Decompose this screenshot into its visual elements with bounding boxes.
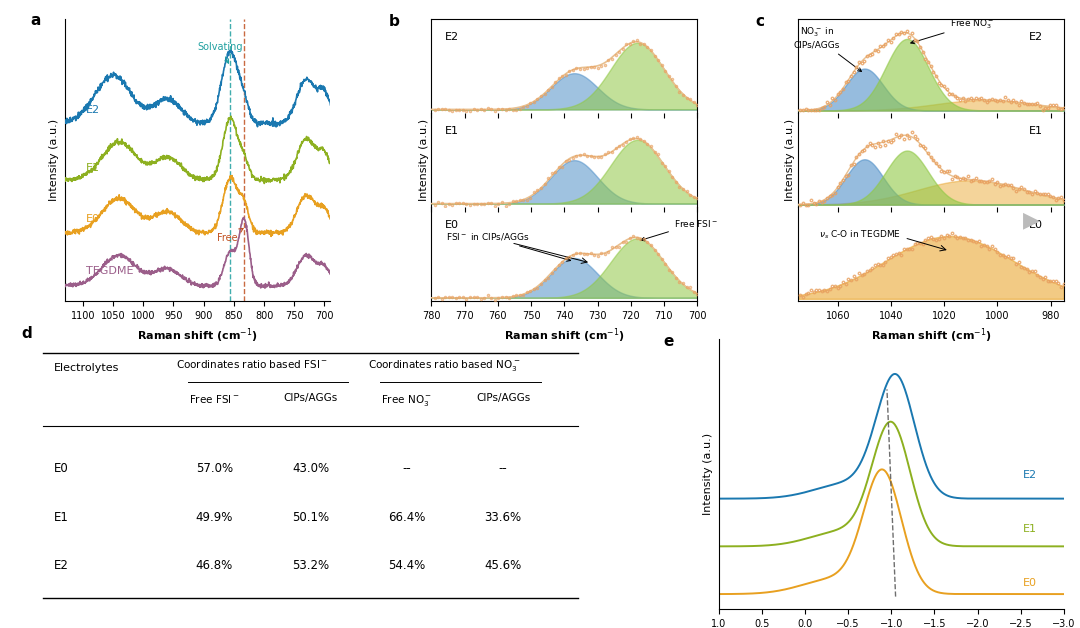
Text: c: c bbox=[756, 14, 765, 29]
Text: Free FSI$^-$: Free FSI$^-$ bbox=[642, 218, 718, 241]
Y-axis label: Intensity (a.u.): Intensity (a.u.) bbox=[419, 119, 429, 201]
Text: CIPs/AGGs: CIPs/AGGs bbox=[283, 393, 338, 403]
Y-axis label: Intensity (a.u.): Intensity (a.u.) bbox=[785, 119, 795, 201]
Text: E1: E1 bbox=[445, 126, 459, 136]
Text: 53.2%: 53.2% bbox=[292, 560, 329, 573]
Text: Free FSI$^-$: Free FSI$^-$ bbox=[189, 393, 240, 405]
Y-axis label: Intensity (a.u.): Intensity (a.u.) bbox=[703, 433, 713, 515]
Text: E1: E1 bbox=[1023, 524, 1037, 534]
Text: $\nu_s$ C-O in TEGDME: $\nu_s$ C-O in TEGDME bbox=[820, 229, 901, 241]
X-axis label: Raman shift (cm$^{-1}$): Raman shift (cm$^{-1}$) bbox=[137, 327, 258, 345]
Text: TEGDME: TEGDME bbox=[86, 266, 134, 276]
Text: 33.6%: 33.6% bbox=[485, 511, 522, 524]
Text: ▶: ▶ bbox=[1023, 210, 1040, 230]
Text: E2: E2 bbox=[54, 560, 69, 573]
Text: NO$_3^-$ in
CIPs/AGGs: NO$_3^-$ in CIPs/AGGs bbox=[794, 26, 862, 72]
Text: Free NO$_3^-$: Free NO$_3^-$ bbox=[910, 18, 994, 44]
Text: CIPs/AGGs: CIPs/AGGs bbox=[476, 393, 530, 403]
Text: E2: E2 bbox=[445, 31, 459, 41]
Text: 50.1%: 50.1% bbox=[292, 511, 329, 524]
Text: 54.4%: 54.4% bbox=[388, 560, 426, 573]
Text: E0: E0 bbox=[1028, 220, 1042, 230]
Text: E0: E0 bbox=[54, 462, 69, 475]
X-axis label: Raman shift (cm$^{-1}$): Raman shift (cm$^{-1}$) bbox=[504, 327, 624, 345]
Text: Free: Free bbox=[217, 229, 243, 244]
Text: --: -- bbox=[403, 462, 411, 475]
Text: 46.8%: 46.8% bbox=[195, 560, 233, 573]
Text: FSI$^-$ in CIPs/AGGs: FSI$^-$ in CIPs/AGGs bbox=[446, 231, 570, 261]
Text: Coordinates ratio based NO$_3^-$: Coordinates ratio based NO$_3^-$ bbox=[368, 358, 521, 373]
X-axis label: Raman shift (cm$^{-1}$): Raman shift (cm$^{-1}$) bbox=[870, 327, 991, 345]
Text: E1: E1 bbox=[86, 163, 100, 173]
Text: E1: E1 bbox=[1028, 126, 1042, 136]
Text: Electrolytes: Electrolytes bbox=[54, 364, 119, 374]
Text: e: e bbox=[663, 333, 674, 349]
Text: 43.0%: 43.0% bbox=[292, 462, 329, 475]
Text: E2: E2 bbox=[1023, 470, 1037, 480]
Text: d: d bbox=[22, 325, 32, 340]
Text: a: a bbox=[30, 13, 41, 28]
Text: 57.0%: 57.0% bbox=[195, 462, 233, 475]
Text: E0: E0 bbox=[445, 220, 459, 230]
Y-axis label: Intensity (a.u.): Intensity (a.u.) bbox=[50, 119, 59, 201]
Text: 66.4%: 66.4% bbox=[388, 511, 426, 524]
Text: E0: E0 bbox=[86, 214, 100, 224]
Text: b: b bbox=[389, 14, 400, 29]
Text: E2: E2 bbox=[86, 105, 100, 115]
Text: E0: E0 bbox=[1023, 578, 1037, 588]
Text: 49.9%: 49.9% bbox=[195, 511, 233, 524]
Text: 45.6%: 45.6% bbox=[485, 560, 522, 573]
Text: Coordinates ratio based FSI$^-$: Coordinates ratio based FSI$^-$ bbox=[176, 358, 328, 370]
Text: --: -- bbox=[499, 462, 508, 475]
Text: E2: E2 bbox=[1028, 31, 1042, 41]
Text: Solvating: Solvating bbox=[198, 41, 243, 63]
Text: Free NO$_3^-$: Free NO$_3^-$ bbox=[381, 393, 432, 408]
Text: E1: E1 bbox=[54, 511, 69, 524]
